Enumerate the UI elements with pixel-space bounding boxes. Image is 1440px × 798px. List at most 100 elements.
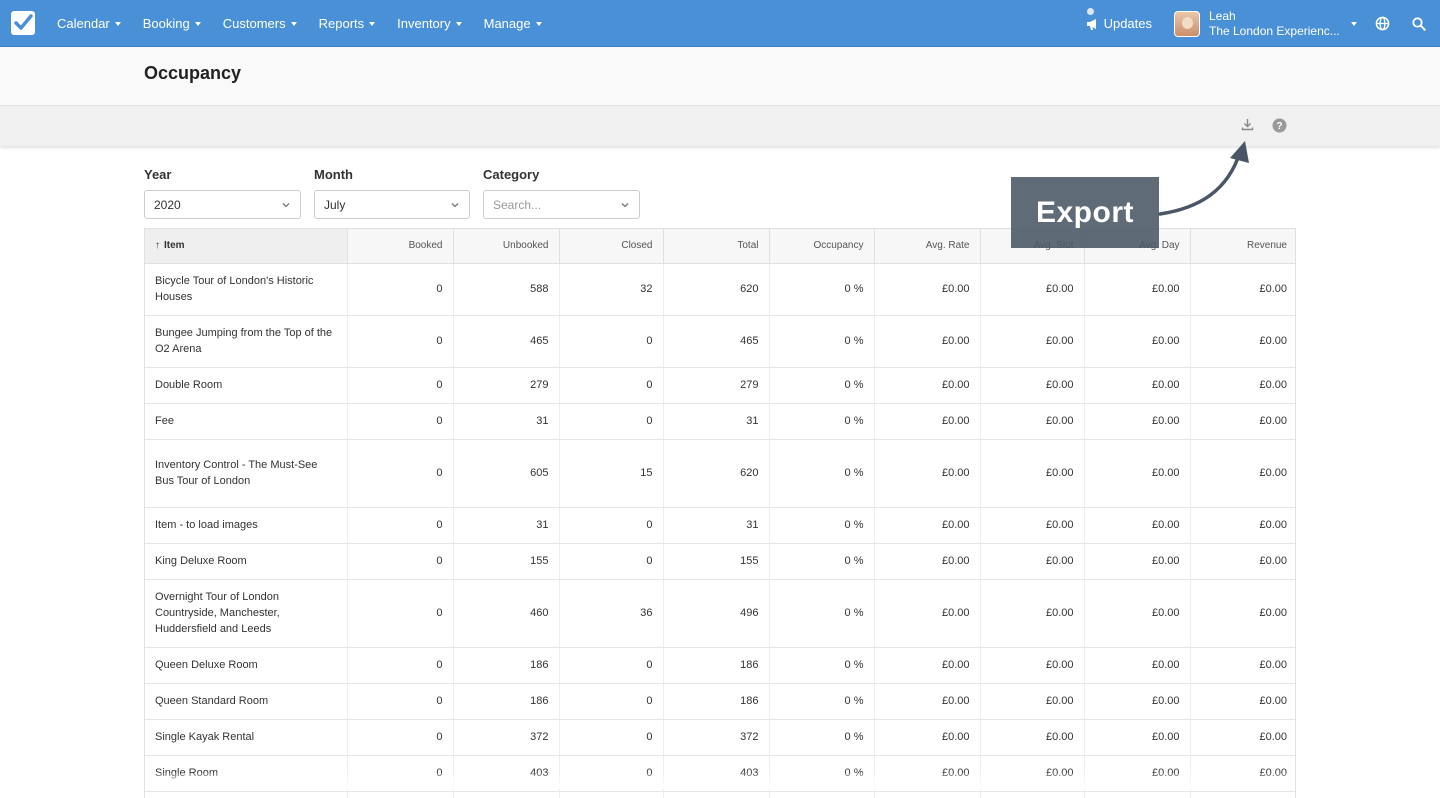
cell-booked: 0	[347, 579, 454, 648]
cell-closed: 0	[559, 315, 664, 368]
table-row[interactable]: Overnight Tour of London Countryside, Ma…	[145, 579, 1295, 648]
cell-revenue: £0.00	[1190, 579, 1295, 648]
cell-item: King Deluxe Room	[145, 543, 348, 580]
cell-occupancy: 0 %	[769, 315, 875, 368]
cell-closed: 0	[559, 647, 664, 684]
cell-booked: 0	[347, 315, 454, 368]
nav-reports[interactable]: Reports	[308, 0, 387, 47]
cell-avg-day: £0.00	[1084, 403, 1191, 440]
column-header-revenue[interactable]: Revenue	[1190, 229, 1295, 264]
cell-occupancy: 0 %	[769, 683, 875, 720]
cell-avg-day: £0.00	[1084, 647, 1191, 684]
table-row[interactable]: Queen Standard Room 0 186 0 186 0 % £0.00 £0.00…	[145, 683, 1295, 720]
download-icon[interactable]	[1241, 118, 1256, 133]
cell-avg-rate	[874, 791, 981, 798]
nav-label: Booking	[142, 15, 190, 31]
column-header-item[interactable]: ↑ Item	[145, 229, 348, 264]
cell-item: Queen Standard Room	[145, 683, 348, 720]
scroll-fade	[145, 773, 1295, 789]
table-row[interactable]: Inventory Control - The Must-See Bus Tou…	[145, 439, 1295, 508]
cell-unbooked	[453, 791, 560, 798]
cell-avg-day: £0.00	[1084, 579, 1191, 648]
cell-revenue	[1190, 791, 1295, 798]
cell-item: Fee	[145, 403, 348, 440]
cell-avg-slot: £0.00	[980, 683, 1085, 720]
table-row[interactable]: Fee 0 31 0 31 0 % £0.00 £0.00 £0.00 £0.00	[145, 403, 1295, 440]
export-callout: Export	[1011, 177, 1159, 248]
user-company: The London Experienc...	[1209, 23, 1340, 38]
cell-avg-slot: £0.00	[980, 647, 1085, 684]
cell-occupancy: 0 %	[769, 439, 875, 508]
year-value: 2020	[154, 197, 181, 212]
cell-avg-slot: £0.00	[980, 315, 1085, 368]
nav-label: Manage	[483, 15, 531, 31]
help-icon[interactable]: ?	[1272, 118, 1287, 133]
column-header-total[interactable]: Total	[663, 229, 770, 264]
cell-booked: 0	[347, 719, 454, 756]
cell-closed: 0	[559, 367, 664, 404]
cell-item	[145, 791, 348, 798]
column-header-occupancy[interactable]: Occupancy	[769, 229, 875, 264]
column-header-closed[interactable]: Closed	[559, 229, 664, 264]
table-row[interactable]: King Deluxe Room 0 155 0 155 0 % £0.00 £0.00 £0.…	[145, 543, 1295, 580]
cell-booked: 0	[347, 683, 454, 720]
nav-inventory[interactable]: Inventory	[386, 0, 472, 47]
globe-icon[interactable]	[1373, 15, 1391, 33]
column-header-label: Item	[164, 240, 185, 252]
nav-booking[interactable]: Booking	[132, 0, 212, 47]
top-nav: Calendar Booking Customers Reports Inven…	[0, 0, 1440, 47]
cell-booked: 0	[347, 507, 454, 544]
cell-closed: 32	[559, 263, 664, 316]
column-header-booked[interactable]: Booked	[347, 229, 454, 264]
table-row[interactable]: Item - to load images 0 31 0 31 0 % £0.00 £0.00…	[145, 507, 1295, 544]
nav-label: Customers	[222, 15, 286, 31]
page-header: Occupancy	[0, 47, 1440, 106]
cell-unbooked: 460	[453, 579, 560, 648]
cell-booked: 0	[347, 543, 454, 580]
category-search-input[interactable]: Search...	[483, 190, 640, 219]
table-row[interactable]: Single Kayak Rental 0 372 0 372 0 % £0.00 £0.00…	[145, 719, 1295, 756]
cell-closed: 15	[559, 439, 664, 508]
cell-avg-rate: £0.00	[874, 263, 981, 316]
table-row[interactable]: Bicycle Tour of London's Historic Houses…	[145, 263, 1295, 316]
nav-customers[interactable]: Customers	[212, 0, 308, 47]
cell-total: 186	[663, 647, 770, 684]
nav-manage[interactable]: Manage	[473, 0, 553, 47]
main-menu: Calendar Booking Customers Reports Inven…	[46, 0, 553, 47]
cell-avg-rate: £0.00	[874, 647, 981, 684]
table-row[interactable]: Queen Deluxe Room 0 186 0 186 0 % £0.00 £0.00 £0…	[145, 647, 1295, 684]
chevron-down-icon	[114, 21, 121, 26]
column-header-avg-rate[interactable]: Avg. Rate	[874, 229, 981, 264]
nav-label: Inventory	[397, 15, 451, 31]
search-icon[interactable]	[1410, 15, 1428, 33]
cell-closed: 36	[559, 579, 664, 648]
cell-avg-slot: £0.00	[980, 543, 1085, 580]
cell-booked: 0	[347, 403, 454, 440]
month-select[interactable]: July	[314, 190, 470, 219]
updates-button[interactable]: Updates	[1086, 8, 1152, 31]
cell-booked: 0	[347, 263, 454, 316]
chevron-down-icon	[451, 202, 459, 207]
cell-avg-rate: £0.00	[874, 367, 981, 404]
table-row[interactable]: Double Room 0 279 0 279 0 % £0.00 £0.00 £0.00 £0.…	[145, 367, 1295, 404]
user-menu[interactable]: Leah The London Experienc...	[1174, 9, 1357, 39]
column-header-unbooked[interactable]: Unbooked	[453, 229, 560, 264]
year-select[interactable]: 2020	[144, 190, 301, 219]
cell-item: Bicycle Tour of London's Historic Houses	[145, 263, 348, 316]
cell-avg-rate: £0.00	[874, 507, 981, 544]
cell-avg-slot: £0.00	[980, 367, 1085, 404]
cell-avg-day: £0.00	[1084, 439, 1191, 508]
table-row[interactable]: Bungee Jumping from the Top of the O2 Ar…	[145, 315, 1295, 368]
cell-occupancy: 0 %	[769, 719, 875, 756]
table-row[interactable]: 0	[145, 791, 1295, 798]
cell-avg-slot: £0.00	[980, 263, 1085, 316]
cell-total: 279	[663, 367, 770, 404]
report-toolbar: ?	[0, 106, 1440, 146]
app-logo-checkbox-icon[interactable]	[11, 11, 35, 35]
cell-unbooked: 31	[453, 403, 560, 440]
cell-unbooked: 186	[453, 647, 560, 684]
cell-revenue: £0.00	[1190, 263, 1295, 316]
cell-avg-slot: £0.00	[980, 403, 1085, 440]
nav-calendar[interactable]: Calendar	[46, 0, 132, 47]
updates-label: Updates	[1103, 16, 1152, 31]
